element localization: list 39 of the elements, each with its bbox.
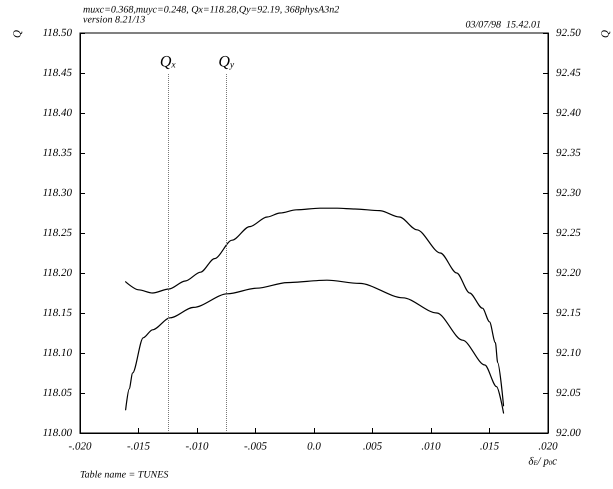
- y-tick-label: 118.25: [42, 227, 72, 239]
- y-axis-title: Q: [12, 30, 24, 38]
- y2-tick-label: 92.40: [556, 107, 582, 119]
- y-tick-label: 118.20: [42, 267, 72, 279]
- y-tick-label: 118.45: [42, 67, 72, 79]
- y-tick-label: 118.10: [42, 347, 72, 359]
- chart-subtitle: version 8.21/13: [83, 14, 146, 26]
- y-tick-label: 118.00: [42, 427, 72, 439]
- x-tick-label: .015: [480, 440, 500, 452]
- x-tick-label: .010: [421, 440, 442, 452]
- x-tick-label: 0.0: [307, 440, 322, 452]
- x-tick-label: -.005: [244, 440, 268, 452]
- y2-tick-label: 92.25: [556, 227, 582, 239]
- y-tick-label: 118.15: [42, 307, 72, 319]
- y-tick-label: 118.30: [42, 187, 72, 199]
- y2-axis-title: Q: [600, 30, 612, 38]
- y2-tick-label: 92.35: [556, 147, 582, 159]
- y-tick-label: 118.40: [42, 107, 72, 119]
- x-tick-label: -.015: [127, 440, 150, 452]
- text: Table name = TUNES: [80, 470, 168, 480]
- y2-tick-label: 92.15: [556, 307, 582, 319]
- y2-tick-label: 92.05: [556, 387, 582, 399]
- y-tick-label: 118.50: [42, 27, 72, 39]
- ref-line-label: Qy: [218, 53, 235, 70]
- ref-line-label: Qx: [160, 53, 176, 70]
- chart-title: muxc=0.368,muyc=0.248, Qx=118.28,Qy=92.19, 368physA3n2: [83, 4, 340, 16]
- x-tick-label: -.010: [186, 440, 209, 452]
- x-tick-label: .020: [538, 440, 558, 452]
- y2-tick-label: 92.45: [556, 67, 582, 79]
- y2-tick-label: 92.30: [556, 187, 582, 199]
- y-tick-label: 118.05: [42, 387, 72, 399]
- y2-tick-label: 92.50: [556, 27, 582, 39]
- y2-tick-label: 92.20: [556, 267, 582, 279]
- y-tick-label: 118.35: [42, 147, 72, 159]
- x-tick-label: -.020: [68, 440, 92, 452]
- x-tick-label: .005: [362, 440, 383, 452]
- y2-tick-label: 92.00: [556, 427, 582, 439]
- y2-tick-label: 92.10: [556, 347, 582, 359]
- text: 03/07/98 15.42.01: [465, 20, 542, 30]
